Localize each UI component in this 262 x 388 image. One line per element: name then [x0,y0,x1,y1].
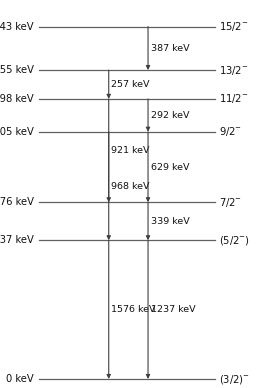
Text: 257 keV: 257 keV [111,80,150,89]
Text: 629 keV: 629 keV [151,163,189,171]
Text: 1576 keV: 1576 keV [111,305,156,314]
Text: 968 keV: 968 keV [111,182,150,191]
Text: 15/2$^{-}$: 15/2$^{-}$ [219,20,248,33]
Text: 2755 keV: 2755 keV [0,65,34,75]
Text: 1237 keV: 1237 keV [151,305,195,314]
Text: (3/2)$^{-}$: (3/2)$^{-}$ [219,372,249,386]
Text: 1576 keV: 1576 keV [0,197,34,207]
Text: 339 keV: 339 keV [151,217,189,226]
Text: 13/2$^{-}$: 13/2$^{-}$ [219,64,248,76]
Text: 921 keV: 921 keV [111,146,150,155]
Text: 2498 keV: 2498 keV [0,94,34,104]
Text: 292 keV: 292 keV [151,111,189,120]
Text: 3143 keV: 3143 keV [0,22,34,31]
Text: 387 keV: 387 keV [151,44,189,53]
Text: (5/2$^{-}$): (5/2$^{-}$) [219,234,250,247]
Text: 1237 keV: 1237 keV [0,235,34,245]
Text: 0 keV: 0 keV [6,374,34,384]
Text: 2205 keV: 2205 keV [0,127,34,137]
Text: 11/2$^{-}$: 11/2$^{-}$ [219,92,248,106]
Text: 9/2$^{-}$: 9/2$^{-}$ [219,125,242,138]
Text: 7/2$^{-}$: 7/2$^{-}$ [219,196,242,209]
